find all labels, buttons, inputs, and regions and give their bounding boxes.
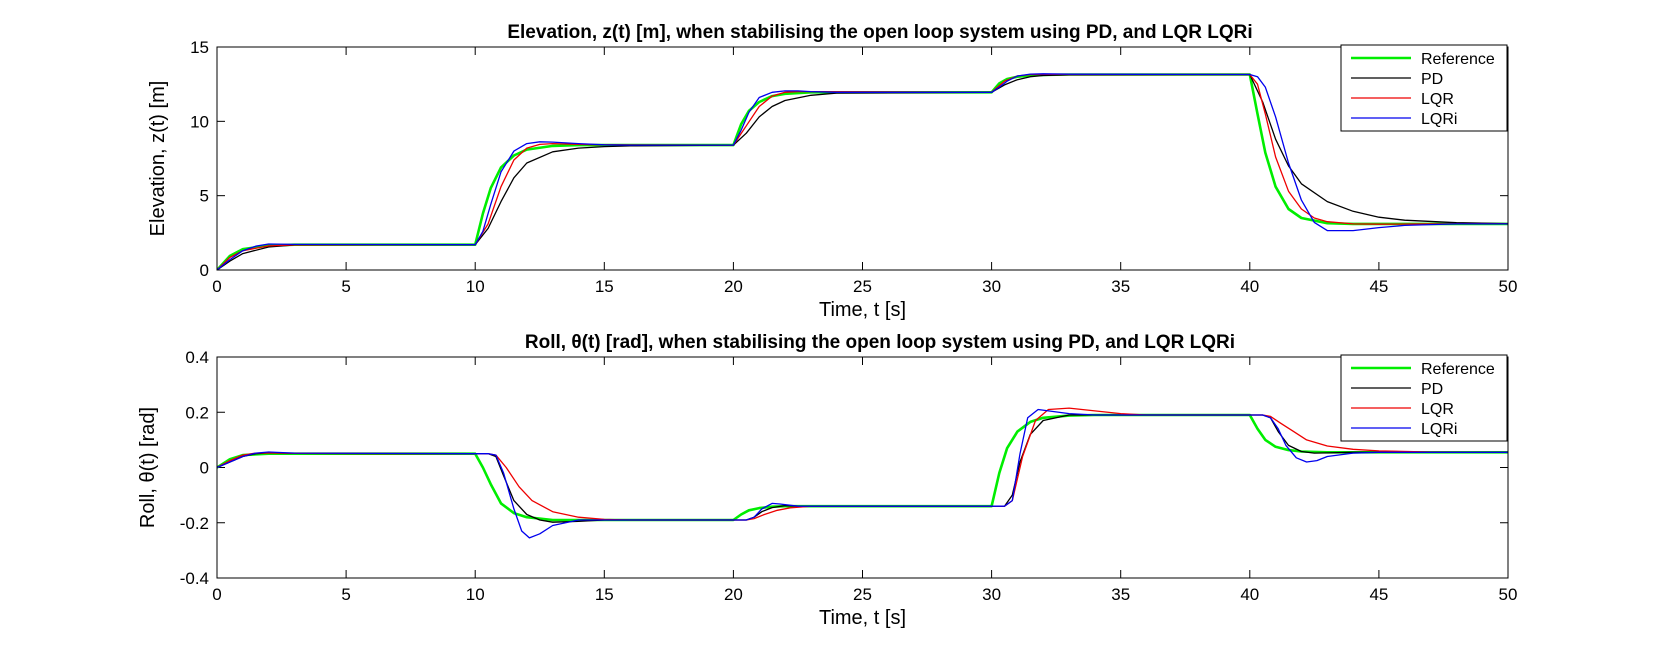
roll-x-tick-label: 0	[212, 585, 221, 604]
elevation-legend-label: LQRi	[1421, 111, 1457, 128]
roll-y-tick-label: 0	[200, 459, 209, 478]
roll-series	[217, 407, 1508, 539]
elevation-x-tick-label: 0	[212, 277, 221, 296]
elevation-x-tick-label: 20	[724, 277, 743, 296]
elevation-series-lqr	[217, 73, 1508, 270]
roll-series-lqr	[217, 407, 1508, 521]
roll-x-tick-label: 15	[595, 585, 614, 604]
elevation-x-tick-label: 10	[466, 277, 485, 296]
roll-legend: Reference PD LQR LQRi	[1340, 354, 1508, 442]
elevation-y-tick-label: 15	[190, 38, 209, 57]
roll-y-tick-label: 0.2	[185, 403, 209, 422]
elevation-series-pd	[217, 73, 1508, 270]
roll-chart: Roll, θ(t) [rad], when stabilising the o…	[137, 332, 1517, 629]
elevation-legend-label: PD	[1421, 71, 1443, 88]
roll-y-tick-label: -0.4	[180, 569, 209, 588]
elevation-chart: Elevation, z(t) [m], when stabilising th…	[147, 22, 1517, 321]
roll-x-tick-label: 45	[1369, 585, 1388, 604]
roll-y-tick-label: 0.4	[185, 348, 209, 367]
roll-axes-box	[216, 356, 1509, 579]
elevation-x-tick-label: 25	[853, 277, 872, 296]
roll-series-lqri	[217, 408, 1508, 539]
elevation-x-tick-label: 15	[595, 277, 614, 296]
elevation-series-reference	[217, 73, 1508, 270]
roll-y-tick-label: -0.2	[180, 514, 209, 533]
roll-x-axis-label: Time, t [s]	[819, 607, 906, 629]
roll-y-axis-label: Roll, θ(t) [rad]	[137, 407, 159, 528]
roll-legend-label: PD	[1421, 381, 1443, 398]
elevation-x-tick-label: 50	[1499, 277, 1518, 296]
roll-x-tick-label: 25	[853, 585, 872, 604]
roll-x-tick-label: 35	[1111, 585, 1130, 604]
elevation-series-lqri	[217, 73, 1508, 270]
roll-x-tick-label: 50	[1499, 585, 1518, 604]
elevation-y-tick-label: 5	[200, 187, 209, 206]
roll-legend-box	[1340, 354, 1508, 442]
roll-x-tick-label: 20	[724, 585, 743, 604]
elevation-ticks: 0 5 10 15 20 25 30 35 40 45 50 0 5 10 15	[190, 38, 1517, 296]
roll-x-tick-label: 40	[1240, 585, 1259, 604]
roll-x-tick-label: 5	[341, 585, 350, 604]
elevation-legend: Reference PD LQR LQRi	[1340, 44, 1508, 132]
elevation-title: Elevation, z(t) [m], when stabilising th…	[507, 22, 1252, 43]
roll-legend-label: LQRi	[1421, 421, 1457, 438]
elevation-axes-box	[216, 46, 1509, 271]
elevation-x-tick-label: 5	[341, 277, 350, 296]
roll-series-reference	[217, 413, 1508, 522]
elevation-legend-label: Reference	[1421, 51, 1495, 68]
elevation-y-tick-label: 0	[200, 261, 209, 280]
elevation-series	[217, 73, 1508, 270]
elevation-x-tick-label: 35	[1111, 277, 1130, 296]
roll-legend-label: LQR	[1421, 401, 1454, 418]
elevation-x-tick-label: 30	[982, 277, 1001, 296]
roll-x-tick-label: 10	[466, 585, 485, 604]
elevation-legend-label: LQR	[1421, 91, 1454, 108]
roll-title: Roll, θ(t) [rad], when stabilising the o…	[525, 332, 1235, 353]
elevation-x-tick-label: 40	[1240, 277, 1259, 296]
elevation-y-tick-label: 10	[190, 112, 209, 131]
roll-legend-label: Reference	[1421, 361, 1495, 378]
elevation-x-tick-label: 45	[1369, 277, 1388, 296]
elevation-legend-box	[1340, 44, 1508, 132]
elevation-y-axis-label: Elevation, z(t) [m]	[147, 81, 169, 237]
roll-ticks: 0 5 10 15 20 25 30 35 40 45 50 -0.4 -0.2 0 0.2 0.4	[180, 348, 1518, 604]
elevation-x-axis-label: Time, t [s]	[819, 299, 906, 321]
roll-x-tick-label: 30	[982, 585, 1001, 604]
